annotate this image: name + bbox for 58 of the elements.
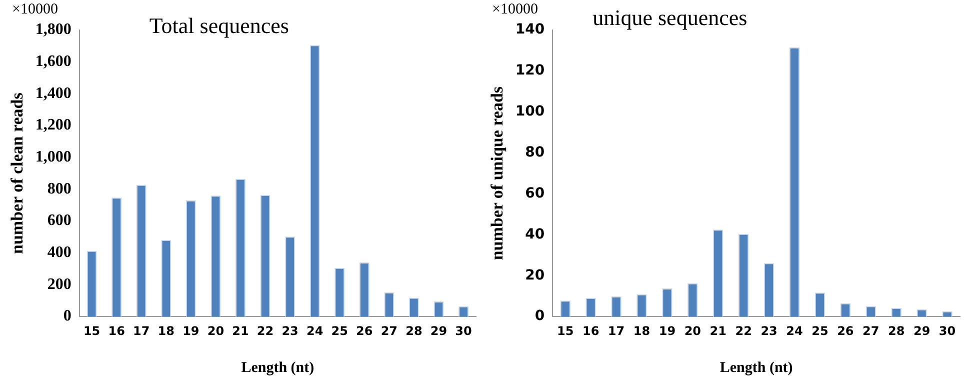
x-tick-label: 27 [862,324,880,338]
x-tick-label: 18 [158,324,174,338]
x-tick-label: 30 [938,324,956,338]
y-tick-label: 1,600 [35,52,72,70]
y-tick-label: 140 [515,22,545,38]
x-tick-label: 19 [182,324,200,338]
x-tick-label: 25 [331,324,348,338]
x-axis-title: Length (nt) [241,360,314,376]
y-tick-label: 60 [525,185,545,202]
x-tick-label: 15 [83,324,100,338]
x-tick-label: 22 [256,324,274,338]
text: ×10000 [12,1,58,18]
x-tick-label: 28 [406,324,422,338]
y-tick-label: 1,800 [35,21,72,38]
x-tick-label: 18 [633,324,650,338]
y-tick-label: 200 [47,276,72,293]
y-tick-label: 80 [525,144,545,160]
text: ×10000 [492,1,538,18]
x-tick-label: 28 [888,324,905,338]
y-tick-label: 600 [47,212,72,230]
x-tick-label: 24 [306,324,324,338]
x-tick-label: 22 [735,324,752,338]
x-tick-label: 29 [913,324,930,338]
x-tick-label: 21 [710,324,726,338]
y-tick-label: 20 [525,267,545,284]
y-tick-label: 40 [525,226,545,242]
x-tick-label: 23 [760,324,778,338]
y-tick-label: 1,200 [35,116,72,134]
x-tick-label: 30 [455,324,472,338]
x-tick-label: 25 [812,324,828,338]
x-tick-label: 17 [608,324,625,338]
chart-title: unique sequences [592,4,748,30]
x-tick-label: 27 [380,324,398,338]
y-axis-title: number of unique reads [488,86,507,260]
x-axis-title: Length (nt) [720,360,793,376]
x-tick-label: 26 [356,324,373,338]
x-tick-label: 17 [133,324,150,338]
x-tick-label: 16 [582,324,600,338]
x-tick-label: 29 [430,324,448,338]
y-tick-label: 120 [515,62,545,79]
chart-title: Total sequences [149,12,289,38]
y-tick-label: 400 [47,244,72,262]
x-tick-label: 26 [837,324,854,338]
x-tick-label: 24 [786,324,803,338]
y-tick-label: 0 [63,308,72,325]
x-tick-label: 15 [557,324,574,338]
x-tick-label: 19 [658,324,676,338]
x-tick-label: 21 [232,324,249,338]
x-tick-label: 20 [684,324,702,338]
x-tick-label: 23 [282,324,298,338]
y-tick-label: 1,400 [35,84,72,102]
y-tick-label: 1,000 [35,148,72,166]
y-tick-label: 0 [534,308,545,324]
y-tick-label: 800 [47,180,72,198]
y-tick-label: 100 [515,104,545,120]
y-axis-title: number of clean reads [8,92,27,254]
x-tick-label: 20 [207,324,224,338]
x-tick-label: 16 [108,324,125,338]
